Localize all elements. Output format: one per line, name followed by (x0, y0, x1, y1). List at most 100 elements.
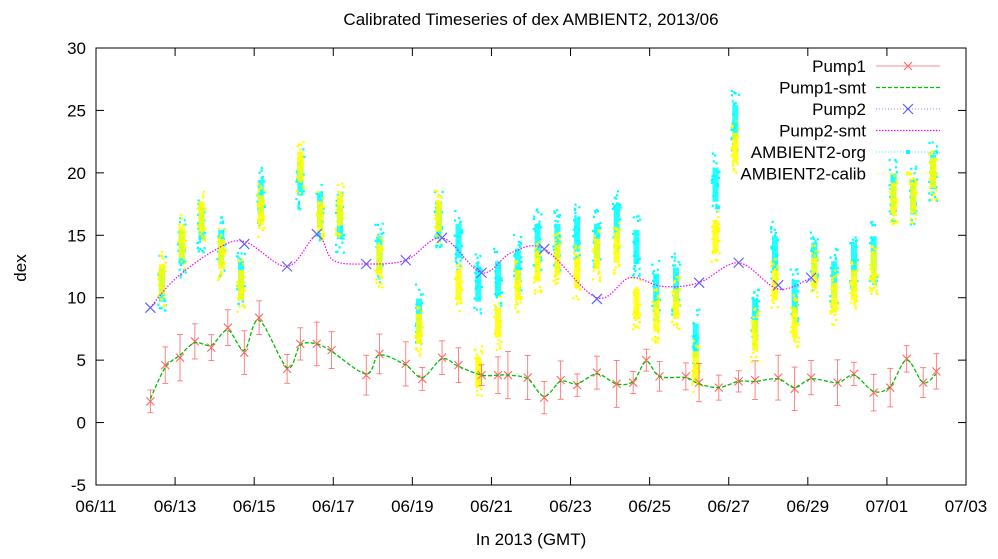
data-point (221, 220, 224, 223)
data-point (183, 267, 186, 270)
data-point (175, 353, 185, 363)
data-point (554, 283, 557, 286)
data-point (236, 310, 239, 313)
data-point (480, 394, 483, 397)
data-point (222, 221, 225, 225)
data-point (672, 264, 675, 267)
data-point (796, 298, 799, 302)
data-point (619, 203, 622, 206)
data-point (459, 302, 462, 305)
data-point (342, 237, 345, 240)
x-tick-label: 06/23 (549, 497, 592, 516)
data-point (243, 285, 246, 288)
data-point (496, 342, 499, 345)
data-point (433, 210, 436, 213)
data-point (180, 273, 183, 277)
data-point (460, 266, 463, 269)
data-point (592, 241, 595, 244)
data-point (520, 296, 523, 299)
data-point (374, 223, 377, 226)
data-point (337, 235, 340, 238)
axes-layer: -5 0 5 10 15 20 25 30 06/11 06/13 06/15 06/17 06/19 0… (67, 39, 987, 516)
data-point (791, 278, 794, 281)
data-point (632, 267, 636, 270)
data-point (219, 270, 223, 273)
data-point (476, 390, 479, 393)
data-point (257, 226, 261, 229)
data-point (635, 215, 638, 218)
data-point (732, 91, 736, 94)
data-point (435, 200, 438, 203)
data-point (438, 241, 441, 244)
data-point (935, 158, 938, 161)
data-point (831, 261, 838, 296)
data-point (637, 219, 640, 222)
data-point (928, 186, 931, 189)
data-point (303, 155, 306, 159)
data-point (495, 307, 501, 338)
data-point (936, 197, 939, 200)
data-point (380, 232, 383, 236)
data-point (256, 200, 259, 203)
data-point (895, 160, 898, 163)
data-point (553, 211, 556, 215)
data-point (896, 181, 899, 184)
data-point (262, 215, 266, 218)
data-point (612, 236, 615, 239)
data-point (914, 179, 917, 183)
data-point (243, 252, 246, 256)
data-point (797, 290, 800, 293)
data-point (477, 370, 486, 380)
data-point (254, 313, 264, 323)
data-point (379, 282, 382, 285)
data-point (795, 346, 799, 349)
data-point (592, 278, 595, 281)
data-point (341, 191, 344, 194)
data-point (540, 268, 543, 271)
data-point (434, 213, 437, 217)
data-point (592, 248, 595, 251)
data-point (692, 351, 699, 382)
data-point (157, 271, 160, 274)
data-point (895, 171, 898, 174)
data-point (639, 303, 642, 306)
data-point (635, 286, 638, 289)
data-point (836, 271, 839, 274)
data-point (534, 223, 541, 258)
data-point (520, 289, 523, 292)
data-point (929, 152, 932, 155)
data-point (715, 162, 718, 165)
data-point (574, 253, 577, 256)
data-point (717, 216, 720, 219)
data-point (677, 260, 680, 264)
data-point (935, 174, 938, 177)
data-point (532, 227, 535, 230)
data-point (756, 349, 759, 352)
data-point (772, 279, 784, 291)
data-point (673, 252, 676, 255)
data-point (538, 220, 541, 223)
data-point (893, 220, 896, 223)
data-point (203, 239, 206, 242)
data-point (928, 180, 931, 184)
data-point (203, 247, 206, 250)
data-point (572, 297, 575, 300)
data-point (731, 124, 734, 128)
data-point (776, 306, 779, 309)
data-point (678, 276, 681, 279)
data-point (752, 320, 759, 351)
data-point (579, 288, 582, 291)
data-point (810, 249, 813, 252)
data-point (556, 209, 559, 212)
data-point (480, 269, 483, 272)
x-tick-label: 07/01 (866, 497, 909, 516)
data-point (475, 353, 478, 356)
data-point (836, 248, 839, 252)
data-point (814, 287, 817, 290)
data-point (183, 245, 187, 248)
data-point (797, 317, 800, 320)
data-point (698, 370, 701, 373)
data-point (477, 355, 480, 358)
data-point (619, 218, 622, 221)
data-point (534, 247, 537, 250)
